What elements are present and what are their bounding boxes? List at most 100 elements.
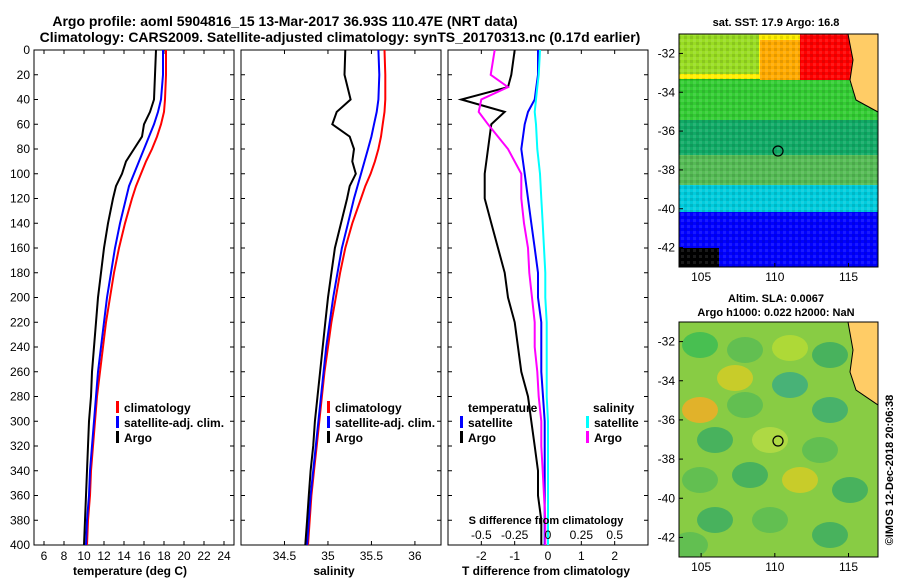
x-tick-label: -1: [509, 549, 520, 563]
sla-anomaly-cell: [772, 372, 808, 398]
temperature-xlabel: temperature (deg C): [73, 564, 187, 578]
legend-argo: Argo: [335, 431, 363, 445]
map-x-tick-label: 110: [765, 560, 784, 574]
sst-map: [679, 34, 878, 267]
series-line-satellite-adj-clim-: [306, 49, 381, 546]
title-line-2: Climatology: CARS2009. Satellite-adjuste…: [40, 29, 641, 45]
map-y-tick-label: -36: [658, 413, 676, 427]
x-tick-label: 36: [408, 549, 422, 563]
depth-tick-label: 180: [10, 266, 30, 280]
sla-anomaly-cell: [697, 507, 733, 533]
x-top-tick-label: 0.25: [570, 528, 594, 542]
legend-satellite-adj: satellite-adj. clim.: [124, 416, 224, 430]
x-tick-label: 10: [77, 549, 91, 563]
x-tick-label: 14: [117, 549, 131, 563]
legend-climatology: climatology: [335, 401, 402, 415]
x-tick-label: 0: [545, 549, 552, 563]
series-line-salinity-satellite: [533, 49, 549, 545]
series-line-argo: [83, 49, 157, 546]
argo-location-marker: [772, 435, 784, 447]
x-tick-label: -2: [476, 549, 487, 563]
title-line-1: Argo profile: aoml 5904816_15 13-Mar-201…: [52, 13, 517, 29]
legend-temperature-header: temperature: [468, 401, 538, 415]
sla-anomaly-cell: [802, 437, 838, 463]
depth-tick-label: 200: [10, 291, 30, 305]
depth-tick-label: 60: [17, 117, 31, 131]
depth-tick-label: 260: [10, 365, 30, 379]
depth-tick-label: 360: [10, 489, 30, 503]
sla-anomaly-cell: [812, 342, 848, 368]
x-tick-label: 18: [157, 549, 171, 563]
difference-plot: -2 -1 0 1 2 -0.5 -0.25 0 0.25 0.5: [457, 49, 623, 563]
sla-anomaly-cell: [772, 335, 808, 361]
footer-credit: ©IMOS 12-Dec-2018 20:06:38: [884, 395, 896, 546]
depth-tick-label: 120: [10, 192, 30, 206]
sla-anomaly-cell: [679, 532, 708, 557]
depth-tick-label: 40: [17, 93, 31, 107]
series-line-satellite-adj-clim-: [85, 50, 164, 546]
map-y-tick-label: -38: [658, 452, 676, 466]
legend-s-satellite: satellite: [594, 416, 639, 430]
sla-map-frame: [678, 321, 879, 558]
legend-swatch-s-satellite: [586, 416, 589, 428]
depth-tick-label: 280: [10, 390, 30, 404]
legend-swatch-s-argo: [586, 431, 589, 443]
legend-swatch-satellite: [116, 416, 119, 428]
x-tick-label: 24: [217, 549, 231, 563]
map-y-tick-label: -42: [658, 241, 676, 255]
depth-tick-label: 140: [10, 216, 30, 230]
x-top-tick-label: -0.25: [501, 528, 529, 542]
x-tick-label: 8: [61, 549, 68, 563]
x-tick-label: 16: [137, 549, 151, 563]
legend-swatch-satellite: [327, 416, 330, 428]
map-x-tick-label: 110: [765, 270, 784, 284]
s-difference-xlabel: S difference from climatology: [469, 515, 625, 527]
salinity-xlabel: salinity: [313, 564, 355, 578]
x-tick-label: 6: [41, 549, 48, 563]
x-top-tick-label: 0: [545, 528, 552, 542]
temperature-plot: 6 8 10 12 14 16 18 20 22 24: [41, 49, 231, 563]
legend-swatch-argo: [116, 431, 119, 443]
argo-location-marker: [772, 145, 784, 157]
legend-salinity-header: salinity: [593, 401, 635, 415]
map-y-tick-label: -34: [658, 374, 676, 388]
sla-map-title-1: Altim. SLA: 0.0067: [728, 293, 824, 305]
series-line-argo: [304, 49, 357, 546]
depth-tick-label: 20: [17, 68, 31, 82]
coastline: [847, 34, 878, 113]
x-tick-label: 34.5: [273, 549, 297, 563]
sla-map-axes: 105 110 115 -32 -34 -36 -38 -40 -42: [658, 335, 859, 574]
series-line-temperature-argo: [457, 49, 543, 545]
map-y-tick-label: -32: [658, 335, 676, 349]
map-y-tick-label: -32: [658, 46, 676, 60]
legend-swatch-t-satellite: [460, 416, 463, 428]
difference-legend: temperature salinity satellite Argo sate…: [460, 401, 639, 445]
depth-tick-label: 400: [10, 538, 30, 552]
legend-satellite-adj: satellite-adj. clim.: [335, 416, 435, 430]
series-line-salinity-argo: [477, 49, 547, 545]
sla-anomaly-cell: [727, 337, 763, 363]
map-x-tick-label: 115: [839, 560, 858, 574]
x-tick-label: 22: [197, 549, 211, 563]
sla-anomaly-cell: [812, 522, 848, 548]
map-x-tick-label: 105: [691, 270, 711, 284]
sst-map-axes: 105 110 115 -32 -34 -36 -38 -40 -42: [658, 46, 859, 284]
x-tick-label: 35.5: [360, 549, 384, 563]
legend-swatch-climatology: [327, 401, 330, 413]
depth-tick-label: 320: [10, 439, 30, 453]
salinity-panel: [240, 49, 442, 546]
sla-anomaly-cell: [682, 397, 718, 423]
sla-anomaly-cell: [832, 477, 868, 503]
salinity-plot: 34.5 35 35.5 36: [273, 49, 422, 563]
series-line-temperature-satellite: [520, 50, 546, 545]
coastline: [847, 322, 878, 406]
sla-anomaly-cell: [697, 427, 733, 453]
temperature-panel: [33, 49, 235, 546]
legend-climatology: climatology: [124, 401, 191, 415]
depth-tick-label: 240: [10, 340, 30, 354]
x-tick-label: 35: [321, 549, 335, 563]
map-y-tick-label: -40: [658, 491, 676, 505]
legend-s-argo: Argo: [594, 431, 622, 445]
temperature-legend: climatology satellite-adj. clim. Argo: [116, 401, 224, 445]
